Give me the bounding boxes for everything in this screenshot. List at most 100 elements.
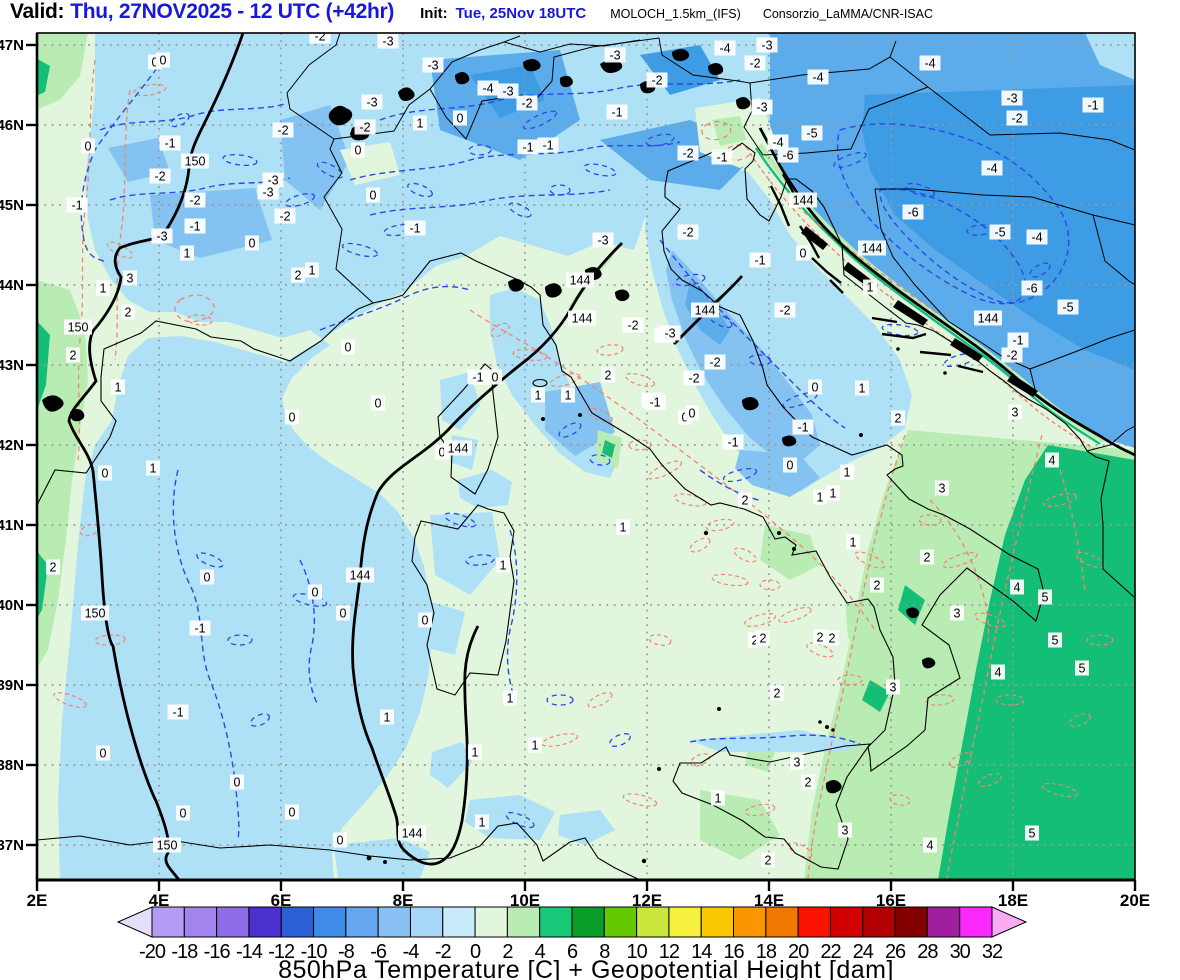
contour-label-box — [923, 837, 937, 853]
contour-label-box — [863, 279, 877, 295]
contour-loop — [541, 733, 579, 747]
contour-loop — [341, 242, 379, 258]
contour-label: -1 — [611, 106, 622, 120]
contour-label-box — [601, 367, 615, 383]
contour-label-box — [1075, 660, 1089, 676]
contour-label: -3 — [366, 96, 377, 110]
contour-label: -3 — [382, 35, 393, 49]
contour-label-box — [790, 754, 804, 770]
contour-label-box — [855, 380, 869, 396]
contour-label: 0 — [152, 56, 159, 70]
colorbar-tick-label: 18 — [756, 941, 777, 963]
contour-label: -3 — [756, 101, 767, 115]
contour-label: 3 — [842, 824, 849, 838]
contour-label-box — [606, 104, 628, 120]
colorbar-cell — [571, 906, 605, 938]
contour-loop — [490, 322, 510, 338]
contour-loop — [925, 694, 955, 706]
temperature-contours-warm — [77, 59, 1086, 879]
contour-loop — [759, 579, 781, 591]
contour-loop — [546, 694, 574, 706]
contour-label-box — [153, 837, 181, 853]
contour-label: 1 — [850, 536, 857, 550]
contour-label: -1 — [727, 436, 738, 450]
contour-label: -2 — [779, 304, 790, 318]
contour-label: 2 — [125, 306, 132, 320]
contour-label: -4 — [482, 82, 493, 96]
init-label: Init: — [420, 5, 448, 22]
contour-label: 4 — [1049, 454, 1056, 468]
contour-label: 1 — [830, 487, 837, 501]
contour-label-box — [146, 460, 160, 476]
contour-label-box — [1008, 404, 1022, 420]
contour-loop — [722, 467, 758, 483]
contour-label: 144 — [695, 304, 716, 318]
valid-label: Valid: — [10, 0, 65, 23]
graticule-grid — [37, 33, 1135, 880]
small-islands — [366, 347, 947, 864]
contour-label: -1 — [164, 137, 175, 151]
contour-loop — [549, 184, 571, 196]
contour-label: -4 — [719, 42, 730, 56]
colorbar-cell — [345, 906, 379, 938]
contour-label: -3 — [609, 49, 620, 63]
contour-label-box — [935, 480, 949, 496]
contour-label: 0 — [312, 586, 319, 600]
contour-loop — [505, 811, 535, 829]
colorbar-cell — [216, 906, 250, 938]
contour-label-box — [789, 192, 817, 208]
contour-loop — [316, 161, 344, 179]
contour-loop — [407, 182, 433, 198]
contour-label-box — [184, 218, 206, 234]
colorbar-cell — [862, 906, 896, 938]
contour-label: -3 — [664, 327, 675, 341]
contour-loop — [1029, 262, 1051, 278]
colorbar-tick-label: 10 — [626, 941, 647, 963]
contour-label: -2 — [1011, 112, 1022, 126]
colorbar-cell — [733, 906, 767, 938]
contour-label: 1 — [184, 247, 191, 261]
contour-label: 144 — [572, 312, 593, 326]
contour-label-box — [66, 197, 88, 213]
contour-label: -3 — [262, 186, 273, 200]
contour-label: 0 — [457, 112, 464, 126]
contour-label-box — [902, 204, 924, 220]
contour-label: 1 — [309, 264, 316, 278]
colorbar-tick-label: 6 — [567, 941, 578, 963]
contour-label: 4 — [1014, 581, 1021, 595]
contour-loop — [624, 372, 656, 388]
contour-label: -2 — [189, 194, 200, 208]
contour-label: 0 — [787, 459, 794, 473]
contour-loop — [249, 713, 271, 727]
colorbar-tick-label: 2 — [502, 941, 513, 963]
contour-label-box — [123, 270, 137, 286]
contour-loop — [589, 454, 611, 466]
colorbar-tick-label: 28 — [917, 941, 938, 963]
contour-label: -4 — [924, 57, 935, 71]
contour-label-box — [1045, 452, 1059, 468]
contour-loop — [837, 674, 863, 686]
contour-loop — [596, 344, 624, 356]
contour-loop — [170, 112, 190, 128]
contour-label: 2 — [924, 551, 931, 565]
contour-label: 2 — [829, 632, 836, 646]
contour-label-box — [111, 379, 125, 395]
contour-label-box — [704, 354, 726, 370]
contour-label-box — [151, 228, 173, 244]
contour-label-box — [46, 559, 60, 575]
contour-loop — [468, 144, 492, 156]
colorbar-cell — [894, 906, 928, 938]
contour-label: -2 — [359, 121, 370, 135]
contour-label-box — [81, 605, 109, 621]
contour-label-box — [309, 33, 331, 44]
contour-label: 0 — [249, 237, 256, 251]
init-datetime: Tue, 25Nov 18UTC — [455, 5, 587, 22]
contour-label-box — [346, 567, 374, 583]
x-tick-label: 18E — [998, 891, 1028, 910]
org-name: Consorzio_LaMMA/CNR-ISAC — [762, 7, 933, 21]
contour-label-box — [477, 80, 499, 96]
contour-label: 144 — [402, 827, 423, 841]
contour-label: 5 — [1079, 662, 1086, 676]
contour-label: -3 — [427, 59, 438, 73]
colorbar-tick-label: 14 — [691, 941, 712, 963]
